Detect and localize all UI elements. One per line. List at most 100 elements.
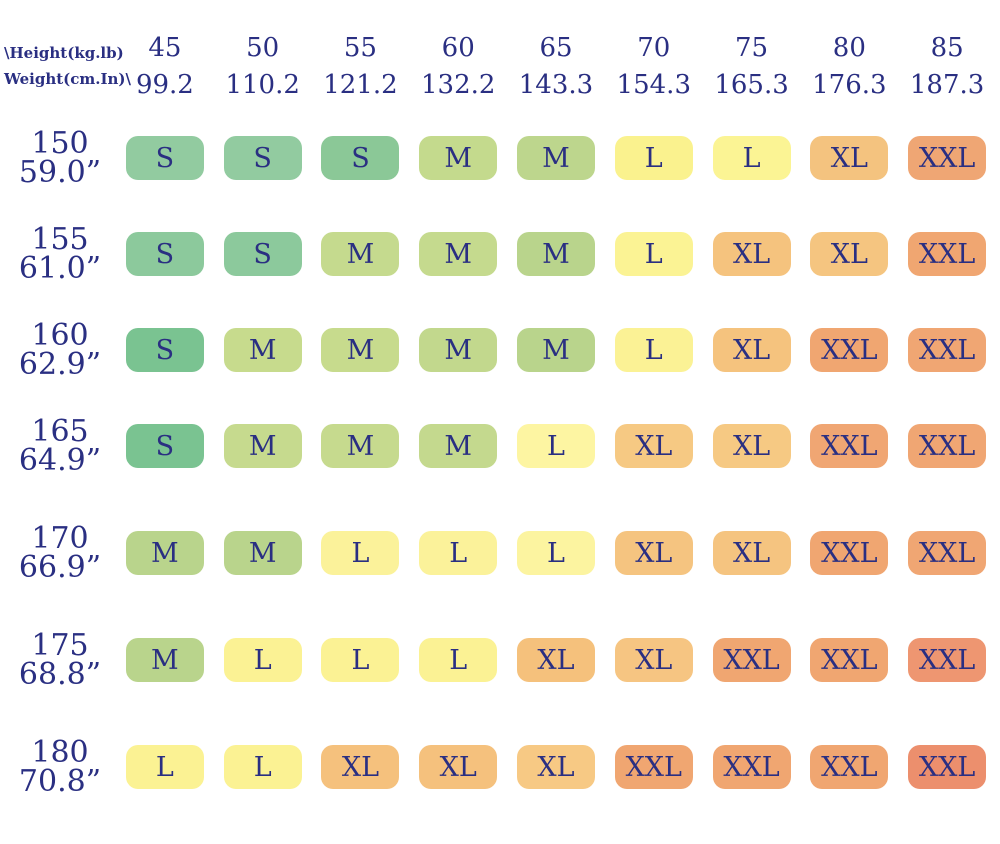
size-cell: XXL: [898, 232, 996, 276]
size-pill: XL: [614, 638, 693, 682]
size-pill: L: [614, 136, 693, 180]
size-cell: M: [214, 531, 312, 575]
size-cell: XXL: [898, 745, 996, 789]
size-pill: L: [516, 531, 595, 575]
size-pill: XXL: [908, 232, 987, 276]
size-cell: L: [507, 531, 605, 575]
weight-kg-value: 65: [539, 33, 573, 63]
size-cell: L: [409, 638, 507, 682]
size-pill: L: [223, 745, 302, 789]
size-cell: L: [214, 745, 312, 789]
size-cell: S: [214, 136, 312, 180]
size-cell: XL: [605, 638, 703, 682]
size-pill: L: [614, 232, 693, 276]
height-inch-value: 64.9”: [18, 443, 102, 478]
table-row: 180 70.8” L L XL XL XL XXL XXL XXL XXL: [4, 719, 996, 815]
weight-lb-value: 132.2: [421, 70, 496, 100]
size-cell: M: [507, 328, 605, 372]
corner-label-height: \Height(kg.lb): [4, 44, 124, 62]
size-pill: M: [419, 232, 498, 276]
header-weight-col: 55 121.2: [312, 26, 410, 104]
size-cell: L: [507, 424, 605, 468]
size-pill: M: [223, 531, 302, 575]
size-cell: XXL: [605, 745, 703, 789]
size-pill: L: [614, 328, 693, 372]
weight-lb-value: 110.2: [225, 70, 300, 100]
height-row-label: 175 68.8”: [4, 631, 116, 692]
size-pill: M: [419, 136, 498, 180]
size-pill: XL: [712, 531, 791, 575]
size-pill: L: [321, 638, 400, 682]
size-cell: M: [409, 328, 507, 372]
size-cell: M: [312, 232, 410, 276]
size-cell: L: [116, 745, 214, 789]
weight-kg-value: 50: [246, 33, 280, 63]
size-pill: XXL: [908, 531, 987, 575]
height-inch-value: 70.8”: [18, 764, 102, 799]
header-weight-col: 50 110.2: [214, 26, 312, 104]
size-cell: XXL: [800, 745, 898, 789]
height-inch-value: 61.0”: [18, 251, 102, 286]
size-pill: L: [712, 136, 791, 180]
size-cell: M: [214, 328, 312, 372]
height-cm-value: 155: [31, 222, 89, 257]
size-cell: XL: [703, 424, 801, 468]
corner-label-weight: Weight(cm.In)\: [4, 70, 132, 88]
size-pill: XL: [712, 424, 791, 468]
table-row: 165 64.9” S M M M L XL XL XXL XXL: [4, 398, 996, 494]
height-inch-value: 68.8”: [18, 657, 102, 692]
size-pill: M: [516, 136, 595, 180]
size-pill: XXL: [908, 424, 987, 468]
height-cm-value: 165: [31, 414, 89, 449]
size-pill: XL: [516, 638, 595, 682]
height-cm-value: 180: [31, 735, 89, 770]
weight-kg-value: 70: [637, 33, 671, 63]
size-cell: L: [605, 136, 703, 180]
table-row: 155 61.0” S S M M M L XL XL XXL: [4, 206, 996, 302]
size-pill: L: [223, 638, 302, 682]
size-pill: XXL: [908, 638, 987, 682]
size-pill: XXL: [908, 745, 987, 789]
size-pill: M: [125, 531, 204, 575]
size-pill: XL: [712, 328, 791, 372]
size-cell: L: [312, 531, 410, 575]
weight-lb-value: 154.3: [616, 70, 691, 100]
weight-kg-value: 45: [148, 33, 182, 63]
size-pill: M: [321, 232, 400, 276]
size-cell: M: [507, 136, 605, 180]
size-cell: M: [312, 424, 410, 468]
table-row: 175 68.8” M L L L XL XL XXL XXL XXL: [4, 612, 996, 708]
size-cell: XL: [605, 531, 703, 575]
height-cm-value: 150: [31, 126, 89, 161]
size-cell: M: [116, 638, 214, 682]
height-cm-value: 170: [31, 521, 89, 556]
size-pill: S: [125, 232, 204, 276]
size-pill: S: [125, 424, 204, 468]
size-cell: L: [312, 638, 410, 682]
weight-lb-value: 143.3: [518, 70, 594, 100]
weight-lb-value: 165.3: [714, 70, 789, 100]
size-cell: XL: [312, 745, 410, 789]
size-cell: M: [312, 328, 410, 372]
size-pill: XXL: [810, 424, 889, 468]
size-pill: XXL: [810, 638, 889, 682]
size-pill: XXL: [810, 745, 889, 789]
size-cell: XL: [703, 328, 801, 372]
size-cell: M: [409, 232, 507, 276]
size-cell: M: [507, 232, 605, 276]
size-pill: XL: [321, 745, 400, 789]
header-weight-col: 45 99.2: [116, 26, 214, 104]
size-pill: XL: [419, 745, 498, 789]
size-pill: XXL: [908, 328, 987, 372]
size-pill: XL: [516, 745, 595, 789]
size-cell: XXL: [800, 638, 898, 682]
height-row-label: 165 64.9”: [4, 414, 116, 478]
weight-kg-value: 80: [832, 33, 866, 63]
size-pill: XL: [614, 424, 693, 468]
size-pill: S: [321, 136, 400, 180]
size-cell: M: [116, 531, 214, 575]
size-cell: L: [605, 328, 703, 372]
size-cell: S: [116, 136, 214, 180]
size-pill: L: [321, 531, 400, 575]
size-pill: XXL: [614, 745, 693, 789]
